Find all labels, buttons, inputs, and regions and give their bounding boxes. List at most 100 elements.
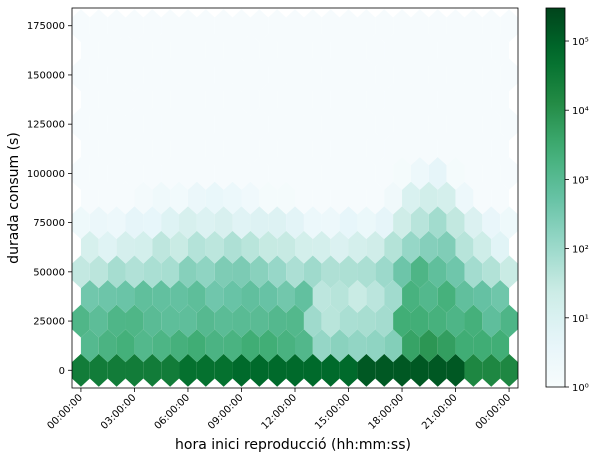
hexbin-cell [72, 107, 90, 141]
hexbin-cell [125, 206, 144, 240]
hexbin-cell [268, 107, 287, 141]
hexbin-cell [205, 181, 224, 215]
hexbin-cell [179, 107, 197, 141]
y-tick-label: 125000 [27, 120, 65, 131]
hexbin-cell [491, 181, 510, 215]
hexbin-cell [295, 33, 313, 67]
hexbin-cell [143, 9, 162, 43]
hexbin-cell [455, 329, 474, 363]
hexbin-cell [384, 33, 403, 67]
hexbin-cell [89, 156, 108, 190]
hexbin-cell [232, 58, 251, 92]
hexbin-cell [286, 206, 304, 240]
hexbin-cell [259, 230, 278, 264]
hexbin-cell [455, 83, 474, 116]
hexbin-cell [98, 329, 117, 363]
hexbin-cell [187, 83, 206, 116]
hexbin-cell [98, 132, 117, 166]
hexbin-cell [410, 353, 429, 387]
hexbin-cell [72, 156, 90, 190]
hexbin-cell [187, 280, 206, 313]
hexbin-cell [491, 83, 510, 116]
hexbin-cell [455, 181, 474, 215]
hexbin-cell [232, 304, 251, 338]
hexbin-cell [500, 304, 518, 338]
hexbin-cell [214, 304, 233, 338]
hexbin-cell [277, 280, 295, 313]
hexbin-cell [437, 181, 456, 215]
hexbin-cell [232, 156, 251, 190]
hexbin-cell [303, 9, 322, 43]
hexbin-cell [89, 304, 108, 338]
hexbin-cell [205, 280, 224, 313]
hexbin-cell [80, 83, 99, 116]
hexbin-cell [295, 132, 313, 166]
hexbin-cell [366, 181, 385, 215]
hexbin-cell [500, 353, 518, 387]
hexbin-cell [500, 156, 518, 190]
hexbin-cell [303, 58, 322, 92]
hexbin-cell [125, 58, 144, 92]
hexbin-cell [303, 156, 322, 190]
hexbin-cell [339, 206, 358, 240]
hexbin-cell [72, 304, 90, 338]
hexbin-cell [161, 206, 180, 240]
hexbin-cell [232, 107, 251, 141]
hexbin-cell [223, 132, 242, 166]
hexbin-cell [419, 329, 438, 363]
hexbin-cell [134, 132, 153, 166]
colorbar-tick-label: 10⁵ [572, 37, 589, 48]
hexbin-cell [241, 280, 260, 313]
hexbin-cell [259, 132, 278, 166]
hexbin-cell [500, 107, 518, 141]
hexbin-cell [491, 33, 510, 67]
hexbin-cell [473, 83, 492, 116]
hexbin-cell [428, 304, 447, 338]
hexbin-cell [277, 329, 295, 363]
hexbin-cell [321, 206, 340, 240]
y-tick-label: 0 [59, 366, 65, 377]
hexbin-cell [295, 230, 313, 264]
hexbin-cell [464, 107, 483, 141]
hexbin-cell [330, 230, 349, 264]
hexbin-cell [134, 83, 153, 116]
hexbin-cell [419, 181, 438, 215]
hexbin-cell [366, 33, 385, 67]
x-tick-label: 15:00:00 [313, 392, 353, 432]
hexbin-cell [312, 132, 331, 166]
hexbin-cell [241, 230, 260, 264]
y-tick-label: 25000 [33, 317, 65, 328]
hexbin-cell [223, 181, 242, 215]
hexbin-cell [410, 304, 429, 338]
hexbin-cell [143, 255, 162, 289]
hexbin-cell [366, 230, 385, 264]
hexbin-cell [482, 304, 501, 338]
hexbin-cell [259, 280, 278, 313]
hexbin-cell [473, 280, 492, 313]
hexbin-cell [80, 33, 99, 67]
hexbin-cell [500, 9, 518, 43]
hexbin-cell [98, 83, 117, 116]
hexbin-cell [268, 156, 287, 190]
hexbin-cell [330, 329, 349, 363]
hexbin-cell [482, 58, 501, 92]
hexbin-cell [366, 329, 385, 363]
hexbin-cell [107, 353, 126, 387]
hexbin-cell [196, 304, 215, 338]
hexbin-cell [437, 33, 456, 67]
hexbin-cell [482, 107, 501, 141]
hexbin-cell [437, 230, 456, 264]
hexbin-cell [80, 132, 99, 166]
hexbin-cell [143, 206, 162, 240]
hexbin-cell [312, 83, 331, 116]
hexbin-cell [232, 206, 251, 240]
hexbin-cell [277, 230, 295, 264]
hexbin-cell [384, 280, 403, 313]
hexbin-cell [339, 9, 358, 43]
hexbin-cell [107, 206, 126, 240]
hexbin-cell [464, 353, 483, 387]
hexbin-cell [357, 255, 376, 289]
hexbin-cell [500, 255, 518, 289]
hexbin-cell [295, 329, 313, 363]
hexbin-cell [500, 58, 518, 92]
